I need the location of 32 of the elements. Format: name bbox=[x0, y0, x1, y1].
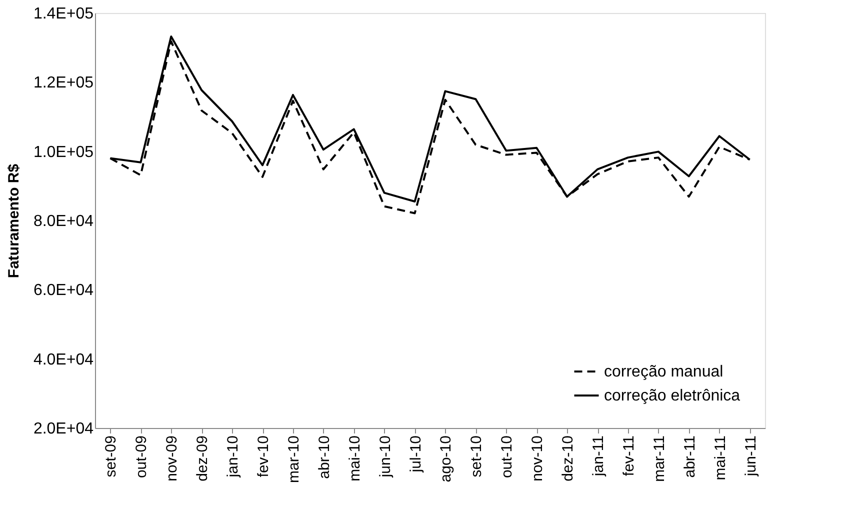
y-tick-label: 1.4E+05 bbox=[33, 6, 94, 22]
x-tick-label: out-10 bbox=[498, 436, 516, 478]
x-tick-label: jun-10 bbox=[376, 436, 394, 478]
x-tick-label: ago-10 bbox=[438, 436, 455, 482]
x-tick-label: abr-11 bbox=[681, 436, 698, 478]
x-tick-label: jan-10 bbox=[224, 436, 242, 478]
x-tick-label: fev-10 bbox=[255, 436, 272, 478]
legend-label: correção eletrônica bbox=[604, 388, 740, 404]
y-tick-label: 1.2E+05 bbox=[33, 74, 94, 92]
x-tick-label: mai-10 bbox=[346, 436, 364, 482]
x-tick-label: set-09 bbox=[102, 436, 120, 478]
y-tick-label: 6.0E+04 bbox=[33, 282, 94, 300]
x-tick-label: fev-11 bbox=[620, 436, 638, 476]
x-tick-label: nov-09 bbox=[164, 436, 181, 482]
x-tick-label: set-10 bbox=[468, 436, 486, 478]
y-tick-label: 1.0E+05 bbox=[33, 144, 94, 161]
legend-label: correção manual bbox=[604, 364, 724, 380]
x-tick-label: mai-11 bbox=[712, 436, 729, 480]
y-tick-label: 2.0E+04 bbox=[33, 420, 94, 438]
x-tick-label: jun-11 bbox=[742, 436, 760, 478]
x-tick-label: mar-11 bbox=[650, 436, 668, 482]
y-tick-label: 8.0E+04 bbox=[33, 213, 94, 230]
x-tick-label: jul-10 bbox=[407, 436, 424, 474]
x-tick-label: jan-11 bbox=[590, 436, 607, 478]
x-tick-label: mar-10 bbox=[285, 436, 302, 484]
x-tick-label: nov-10 bbox=[529, 436, 546, 482]
y-axis-title: Faturamento R$ bbox=[5, 163, 22, 278]
x-tick-label: out-09 bbox=[133, 436, 150, 478]
x-tick-label: dez-09 bbox=[194, 436, 212, 482]
y-tick-label: 4.0E+04 bbox=[33, 351, 94, 368]
x-tick-label: dez-10 bbox=[560, 436, 577, 482]
x-tick-label: abr-10 bbox=[316, 436, 333, 479]
